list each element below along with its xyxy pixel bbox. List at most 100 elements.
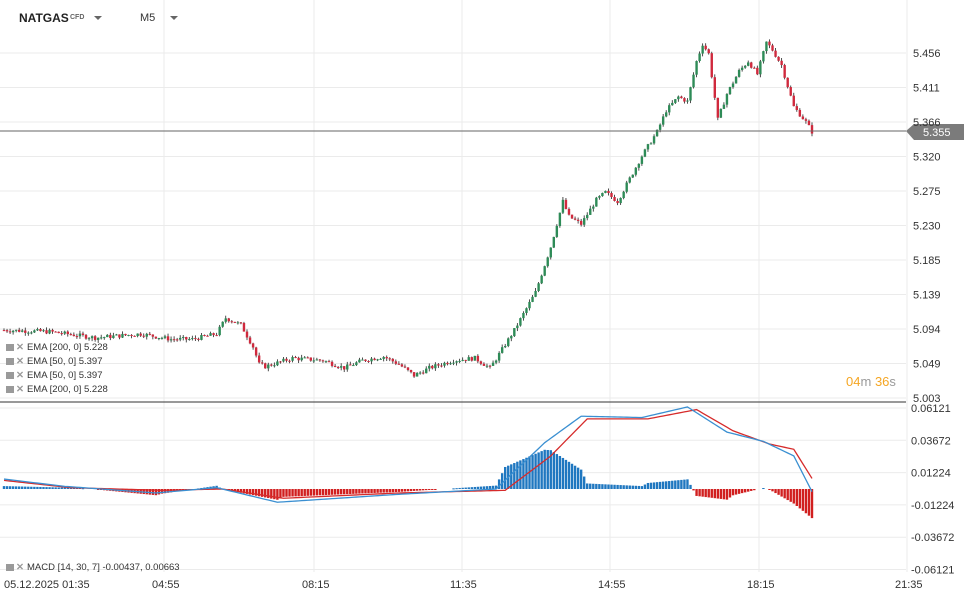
settings-icon[interactable] (6, 357, 14, 365)
close-icon[interactable]: ✕ (16, 356, 24, 367)
candle-body (570, 214, 574, 219)
candle-body (11, 330, 15, 333)
histogram-bar (774, 489, 777, 494)
close-icon[interactable]: ✕ (16, 384, 24, 395)
close-icon[interactable]: ✕ (16, 562, 24, 573)
candle-body (54, 331, 57, 333)
histogram-bar (649, 482, 653, 489)
close-icon[interactable]: ✕ (16, 342, 24, 353)
histogram-bar (346, 489, 349, 495)
histogram-bar (36, 486, 39, 489)
candle-body (294, 357, 297, 359)
histogram-bar (81, 488, 85, 490)
histogram-bar (260, 489, 264, 497)
close-icon[interactable]: ✕ (16, 370, 24, 381)
histogram-bar (27, 486, 30, 489)
settings-icon[interactable] (6, 343, 14, 351)
histogram-bar (713, 489, 716, 499)
histogram-bar (327, 489, 331, 495)
candle-body (528, 301, 531, 309)
histogram-bar (367, 489, 370, 494)
candle-body (379, 358, 382, 360)
candle-body (124, 333, 127, 336)
histogram-bar (725, 489, 729, 500)
time-axis-label: 21:35 (895, 579, 923, 591)
candle-body (87, 338, 91, 340)
candle-body (595, 197, 598, 207)
histogram-bar (695, 489, 698, 496)
candle-body (616, 200, 619, 204)
symbol-dropdown-icon[interactable] (94, 16, 102, 20)
macd-axis-label: 0.03672 (911, 435, 951, 447)
histogram-bar (151, 489, 155, 495)
candle-body (765, 41, 768, 52)
candle-body (315, 359, 319, 361)
symbol-label[interactable]: NATGAS (19, 11, 69, 25)
candle-body (516, 325, 519, 329)
candle-body (795, 106, 799, 110)
candle-body (63, 331, 66, 334)
candle-body (270, 364, 273, 366)
candle-body (549, 247, 552, 258)
histogram-bar (619, 485, 622, 489)
histogram-bar (294, 489, 297, 497)
candle-body (394, 361, 398, 364)
histogram-bar (409, 489, 413, 492)
histogram-bar (309, 489, 312, 496)
candle-body (592, 206, 595, 209)
candle-body (264, 363, 267, 369)
candle-body (473, 355, 477, 361)
histogram-bar (762, 488, 765, 490)
price-axis-label: 5.185 (913, 255, 941, 267)
histogram-bar (373, 489, 376, 493)
candle-body (713, 77, 716, 98)
histogram-bar (719, 489, 723, 499)
histogram-bar (558, 456, 562, 489)
candle-body (412, 372, 416, 377)
histogram-bar (245, 489, 249, 494)
candle-body (491, 362, 495, 366)
histogram-bar (14, 486, 18, 489)
time-axis-label: 05.12.2025 01:35 (4, 579, 90, 591)
histogram-bar (361, 489, 364, 494)
panel-resize-handle[interactable] (486, 401, 496, 403)
settings-icon[interactable] (6, 385, 14, 393)
candle-body (112, 335, 115, 339)
candle-body (768, 41, 771, 46)
candle-body (273, 365, 276, 367)
histogram-bar (801, 489, 805, 511)
histogram-bar (303, 489, 306, 496)
histogram-bar (537, 452, 540, 489)
indicator-legend-3: ✕ EMA [200, 0] 5.228 (6, 384, 108, 397)
candle-body (303, 357, 306, 359)
current-price-tag (906, 124, 964, 140)
candle-body (461, 359, 464, 361)
histogram-bar (570, 463, 574, 489)
candle-body (428, 365, 431, 369)
histogram-bar (461, 487, 464, 489)
histogram-bar (267, 489, 270, 499)
candle-body (716, 97, 720, 118)
histogram-bar (297, 489, 300, 497)
histogram-bar (166, 489, 170, 493)
histogram-bar (783, 489, 786, 499)
histogram-bar (324, 489, 328, 496)
timeframe-selector[interactable]: M5 (140, 12, 156, 24)
histogram-bar (276, 489, 279, 500)
settings-icon[interactable] (6, 371, 14, 379)
histogram-bar (412, 489, 416, 491)
histogram-bar (601, 484, 604, 489)
histogram-bar (479, 486, 483, 489)
candle-body (57, 331, 60, 334)
settings-icon[interactable] (6, 563, 14, 571)
histogram-bar (540, 451, 543, 489)
candle-body (288, 360, 291, 362)
histogram-bar (330, 489, 334, 495)
timeframe-dropdown-icon[interactable] (170, 16, 178, 20)
histogram-bar (731, 489, 735, 496)
indicator-legend-2: ✕ EMA [50, 0] 5.397 (6, 370, 103, 383)
candle-body (418, 372, 422, 374)
candle-body (409, 369, 413, 373)
candle-body (154, 336, 158, 339)
